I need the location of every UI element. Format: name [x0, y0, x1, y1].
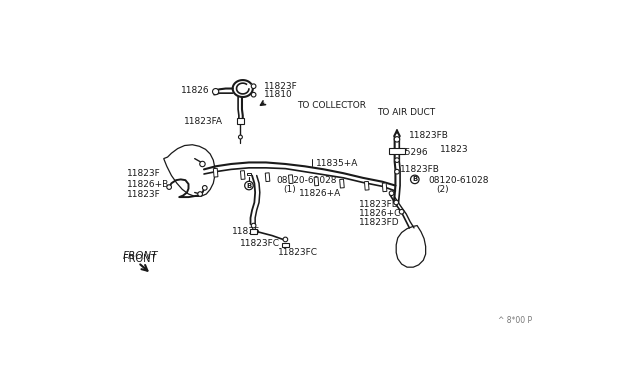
Circle shape: [395, 169, 399, 174]
Circle shape: [399, 209, 404, 214]
Bar: [364, 182, 369, 190]
Text: 11810: 11810: [264, 90, 293, 99]
Text: TO COLLECTOR: TO COLLECTOR: [297, 101, 366, 110]
Text: 11823FA: 11823FA: [184, 117, 223, 126]
Text: (2): (2): [436, 185, 449, 194]
Polygon shape: [164, 145, 215, 196]
Circle shape: [395, 158, 399, 163]
Text: FRONT: FRONT: [123, 251, 158, 262]
Text: 08120-61028: 08120-61028: [277, 176, 337, 185]
Bar: [213, 168, 218, 177]
Text: ^ 8*00 P: ^ 8*00 P: [499, 316, 532, 325]
Circle shape: [252, 223, 256, 228]
Bar: [340, 179, 344, 188]
Bar: [248, 173, 250, 175]
Text: 08120-61028: 08120-61028: [429, 176, 489, 185]
Text: 15296: 15296: [400, 148, 429, 157]
Circle shape: [410, 175, 419, 184]
Circle shape: [167, 185, 172, 189]
Text: B: B: [246, 183, 252, 189]
Circle shape: [389, 191, 394, 196]
Text: 11823FD: 11823FD: [359, 199, 399, 209]
Bar: [265, 173, 270, 182]
Text: 11823F: 11823F: [264, 82, 298, 91]
Circle shape: [202, 186, 207, 190]
Text: (1): (1): [283, 185, 296, 194]
Circle shape: [283, 237, 288, 242]
Text: 11823FB: 11823FB: [400, 165, 440, 174]
Bar: [250, 230, 257, 234]
Text: 11823FC: 11823FC: [278, 248, 317, 257]
Circle shape: [252, 92, 256, 97]
Circle shape: [212, 89, 219, 95]
Bar: [289, 175, 293, 183]
Text: 11823FC: 11823FC: [241, 239, 280, 248]
Circle shape: [394, 137, 400, 142]
Circle shape: [239, 135, 243, 139]
Text: 11823: 11823: [440, 145, 469, 154]
Text: B: B: [412, 176, 417, 182]
Text: 11826+A: 11826+A: [300, 189, 342, 198]
Polygon shape: [396, 225, 426, 267]
Bar: [389, 148, 404, 154]
Text: 11826: 11826: [181, 86, 209, 95]
Text: 11826+B: 11826+B: [127, 180, 169, 189]
Text: 11823F: 11823F: [127, 170, 160, 179]
Circle shape: [244, 181, 253, 190]
Text: 11823F: 11823F: [127, 189, 160, 199]
Text: 11835+A: 11835+A: [316, 160, 359, 169]
Circle shape: [394, 200, 399, 205]
Text: 11835: 11835: [232, 227, 260, 236]
Bar: [314, 177, 319, 186]
Text: 11823FB: 11823FB: [410, 131, 449, 140]
Text: 11826+C: 11826+C: [359, 209, 401, 218]
Bar: [282, 243, 289, 247]
Text: 11823FD: 11823FD: [359, 218, 399, 227]
Text: TO AIR DUCT: TO AIR DUCT: [377, 108, 435, 117]
Circle shape: [198, 192, 202, 196]
Bar: [237, 118, 244, 124]
Bar: [382, 183, 387, 192]
Text: FRONT: FRONT: [123, 254, 156, 264]
Bar: [241, 171, 245, 179]
Circle shape: [200, 161, 205, 167]
Circle shape: [252, 84, 256, 89]
